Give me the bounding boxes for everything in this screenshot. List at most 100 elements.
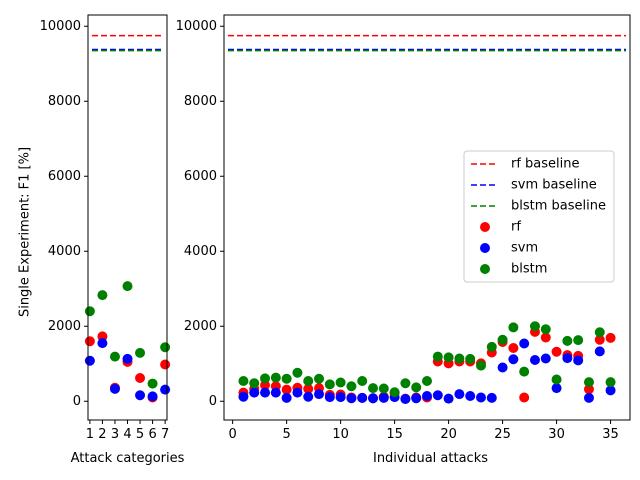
attacks-x-tick-label: 35 [602,427,619,442]
attacks-x-tick-label: 5 [282,427,290,442]
legend-label: svm [511,241,538,256]
categories-svm-point [147,391,158,402]
attacks-y-tick-label: 8000 [184,94,217,109]
legend-label: rf baseline [511,157,580,172]
attacks-svm-point [562,353,573,364]
attacks-rf-point [583,384,594,395]
attacks-rf-point [519,392,530,403]
attacks-rf-point [594,334,605,345]
attacks-blstm-point [270,372,281,383]
categories-panel-frame [87,14,168,421]
attacks-blstm-point [529,321,540,332]
attacks-blstm-point [432,351,443,362]
categories-x-tick-label: 6 [148,427,156,442]
attacks-svm-point [281,392,292,403]
attacks-svm-point [605,385,616,396]
categories-blstm-point [84,306,95,317]
attacks-svm-point [454,389,465,400]
attacks-svm-point [346,393,357,404]
attacks-svm-point [583,392,594,403]
attacks-svm-point [594,346,605,357]
categories-svm-point [84,355,95,366]
categories-x-tick-label: 5 [136,427,144,442]
attacks-svm-point [519,338,530,349]
attacks-blstm-point [335,377,346,388]
attacks-svm-point [378,392,389,403]
attacks-blstm-point [303,376,314,386]
attacks-svm-point [551,383,562,394]
categories-y-tick-label: 8000 [48,94,81,109]
attacks-svm-point [292,387,303,398]
legend-blstm-marker-swatch [480,264,490,274]
legend-frame [463,150,615,283]
attacks-blstm-point [238,376,249,386]
attacks-blstm-point [465,353,476,364]
attacks-blstm-point [573,335,584,346]
attacks-svm-point [422,391,432,401]
categories-svm-point [160,384,171,395]
attacks-svm-point [368,393,379,404]
attacks-svm-point [529,355,540,365]
attacks-blstm-point [508,322,519,333]
legend-label: blstm [511,262,547,277]
attacks-svm-point [465,391,476,401]
legend: rf baseline svm baseline blstm baseline rf s… [463,150,615,283]
attacks-blstm-point [324,379,335,390]
attacks-x-tick-label: 30 [548,427,565,442]
categories-x-tick-label: 3 [111,427,119,442]
categories-y-tick-label: 10000 [40,19,81,34]
attacks-svm-point [411,393,422,404]
attacks-y-tick-label: 6000 [184,169,217,184]
attacks-svm-point [238,391,249,402]
categories-svm-point [109,383,120,394]
attacks-svm-point [314,389,325,400]
attacks-svm-point [475,392,486,403]
categories-y-tick-label: 2000 [48,319,81,334]
attacks-svm-point [303,391,314,402]
attacks-rf-point [281,384,292,395]
attacks-svm-point [260,387,271,398]
categories-y-tick-label: 4000 [48,244,81,259]
attacks-rf-point [303,383,314,394]
attacks-blstm-point [422,376,432,386]
categories-x-tick-label: 7 [161,427,169,442]
attacks-blstm-point [594,327,605,338]
attacks-blstm-point [378,383,389,394]
attacks-blstm-point [475,360,486,371]
attacks-blstm-point [411,382,422,393]
attacks-blstm-point [605,377,616,388]
attacks-blstm-point [346,381,357,392]
categories-y-tick-label: 6000 [48,169,81,184]
attacks-svm-point [573,355,584,366]
attacks-svm-point [324,392,335,403]
attacks-x-tick-label: 25 [494,427,511,442]
legend-label: svm baseline [511,178,597,193]
categories-x-axis-label: Attack categories [71,451,185,466]
attacks-svm-point [400,394,411,404]
categories-blstm-point [109,351,120,362]
attacks-blstm-point [540,324,551,335]
categories-rf-point [160,359,171,370]
attacks-svm-point [249,387,260,398]
attacks-blstm-point [400,378,411,389]
categories-x-tick-label: 4 [123,427,131,442]
legend-svm-marker-swatch [480,243,490,253]
attacks-blstm-point [249,378,260,389]
attacks-y-tick-label: 10000 [176,19,217,34]
attacks-blstm-point [260,373,271,384]
categories-blstm-point [97,290,108,301]
attacks-blstm-point [443,352,454,363]
attacks-blstm-point [486,341,497,352]
attacks-blstm-point [583,377,594,388]
attacks-x-tick-label: 15 [386,427,403,442]
attacks-blstm-point [497,334,508,345]
attacks-blstm-point [389,387,400,398]
legend-label: blstm baseline [511,199,606,214]
attacks-svm-point [508,354,519,365]
attacks-x-tick-label: 20 [440,427,457,442]
attacks-panel-frame [223,14,631,421]
attacks-blstm-point [454,353,465,364]
attacks-rf-point [540,332,551,343]
attacks-svm-point [335,392,346,403]
